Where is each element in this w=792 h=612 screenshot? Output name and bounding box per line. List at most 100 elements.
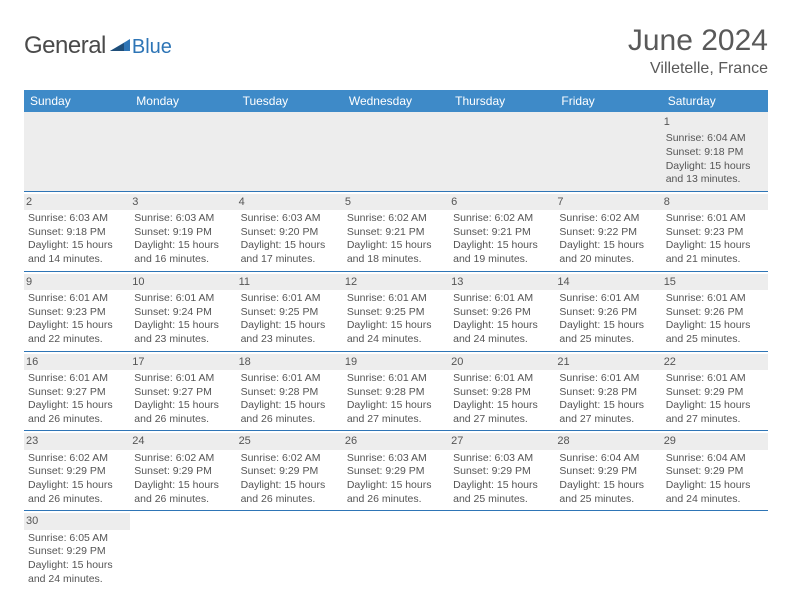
sunset-line: Sunset: 9:26 PM xyxy=(666,306,764,320)
daylight-line: Daylight: 15 hours and 26 minutes. xyxy=(134,399,232,426)
daylight-line: Daylight: 15 hours and 26 minutes. xyxy=(28,399,126,426)
calendar-cell: 21Sunrise: 6:01 AMSunset: 9:28 PMDayligh… xyxy=(555,351,661,431)
sunset-line: Sunset: 9:27 PM xyxy=(134,386,232,400)
calendar-cell xyxy=(343,112,449,191)
day-number: 30 xyxy=(24,513,130,529)
day-number: 14 xyxy=(555,274,661,290)
sunrise-line: Sunrise: 6:03 AM xyxy=(28,212,126,226)
calendar-cell: 18Sunrise: 6:01 AMSunset: 9:28 PMDayligh… xyxy=(237,351,343,431)
weekday-header: Monday xyxy=(130,90,236,112)
calendar-cell: 19Sunrise: 6:01 AMSunset: 9:28 PMDayligh… xyxy=(343,351,449,431)
sunrise-line: Sunrise: 6:02 AM xyxy=(453,212,551,226)
sunrise-line: Sunrise: 6:01 AM xyxy=(134,372,232,386)
daylight-line: Daylight: 15 hours and 26 minutes. xyxy=(241,479,339,506)
daylight-line: Daylight: 15 hours and 26 minutes. xyxy=(134,479,232,506)
day-number: 11 xyxy=(237,274,343,290)
sunrise-line: Sunrise: 6:03 AM xyxy=(241,212,339,226)
daylight-line: Daylight: 15 hours and 24 minutes. xyxy=(453,319,551,346)
day-number: 7 xyxy=(555,194,661,210)
day-number: 24 xyxy=(130,433,236,449)
calendar-cell: 5Sunrise: 6:02 AMSunset: 9:21 PMDaylight… xyxy=(343,191,449,271)
calendar-cell: 25Sunrise: 6:02 AMSunset: 9:29 PMDayligh… xyxy=(237,431,343,511)
sunrise-line: Sunrise: 6:03 AM xyxy=(453,452,551,466)
calendar-cell: 3Sunrise: 6:03 AMSunset: 9:19 PMDaylight… xyxy=(130,191,236,271)
day-number: 28 xyxy=(555,433,661,449)
location-text: Villetelle, France xyxy=(628,60,768,78)
day-number: 19 xyxy=(343,354,449,370)
daylight-line: Daylight: 15 hours and 23 minutes. xyxy=(134,319,232,346)
sunset-line: Sunset: 9:26 PM xyxy=(559,306,657,320)
weekday-header: Sunday xyxy=(24,90,130,112)
day-number: 21 xyxy=(555,354,661,370)
sunrise-line: Sunrise: 6:01 AM xyxy=(134,292,232,306)
calendar-cell: 13Sunrise: 6:01 AMSunset: 9:26 PMDayligh… xyxy=(449,271,555,351)
calendar-cell: 29Sunrise: 6:04 AMSunset: 9:29 PMDayligh… xyxy=(662,431,768,511)
sunrise-line: Sunrise: 6:03 AM xyxy=(347,452,445,466)
day-number: 27 xyxy=(449,433,555,449)
sunset-line: Sunset: 9:28 PM xyxy=(347,386,445,400)
sunset-line: Sunset: 9:21 PM xyxy=(347,226,445,240)
daylight-line: Daylight: 15 hours and 13 minutes. xyxy=(666,160,764,187)
calendar-table: SundayMondayTuesdayWednesdayThursdayFrid… xyxy=(24,90,768,590)
sunrise-line: Sunrise: 6:04 AM xyxy=(559,452,657,466)
calendar-cell: 28 Sunrise: 6:04 AMSunset: 9:29 PMDayligh… xyxy=(555,431,661,511)
calendar-cell: 30 Sunrise: 6:05 AMSunset: 9:29 PMDayligh… xyxy=(24,511,130,590)
daylight-line: Daylight: 15 hours and 25 minutes. xyxy=(666,319,764,346)
sunrise-line: Sunrise: 6:01 AM xyxy=(666,372,764,386)
day-number: 23 xyxy=(24,433,130,449)
calendar-row: 2Sunrise: 6:03 AMSunset: 9:18 PMDaylight… xyxy=(24,191,768,271)
day-number: 9 xyxy=(24,274,130,290)
sunrise-line: Sunrise: 6:02 AM xyxy=(347,212,445,226)
sunset-line: Sunset: 9:28 PM xyxy=(241,386,339,400)
calendar-row: 9 Sunrise: 6:01 AM Sunset: 9:23 PM Daylight… xyxy=(24,271,768,351)
calendar-cell xyxy=(662,511,768,590)
calendar-cell: 10Sunrise: 6:01 AMSunset: 9:24 PMDayligh… xyxy=(130,271,236,351)
header-row: General Blue June 2024 Villetelle, Franc… xyxy=(24,24,768,78)
day-number: 10 xyxy=(130,274,236,290)
day-number: 3 xyxy=(130,194,236,210)
calendar-cell: 20Sunrise: 6:01 AMSunset: 9:28 PMDayligh… xyxy=(449,351,555,431)
sunrise-line: Sunrise: 6:02 AM xyxy=(28,452,126,466)
calendar-body: 1Sunrise: 6:04 AMSunset: 9:18 PMDaylight… xyxy=(24,112,768,590)
daylight-line: Daylight: 15 hours and 24 minutes. xyxy=(28,559,126,586)
sunset-line: Sunset: 9:25 PM xyxy=(347,306,445,320)
sunrise-line: Sunrise: 6:04 AM xyxy=(666,452,764,466)
sunrise-line: Sunrise: 6:05 AM xyxy=(28,532,126,546)
day-number: 13 xyxy=(449,274,555,290)
day-number: 26 xyxy=(343,433,449,449)
calendar-cell: 9Sunrise: 6:01 AMSunset: 9:23 PMDaylight… xyxy=(24,271,130,351)
calendar-header-row: SundayMondayTuesdayWednesdayThursdayFrid… xyxy=(24,90,768,112)
daylight-line: Daylight: 15 hours and 25 minutes. xyxy=(559,479,657,506)
sunset-line: Sunset: 9:22 PM xyxy=(559,226,657,240)
calendar-row: 1Sunrise: 6:04 AMSunset: 9:18 PMDaylight… xyxy=(24,112,768,191)
sunset-line: Sunset: 9:25 PM xyxy=(241,306,339,320)
calendar-cell: 6Sunrise: 6:02 AMSunset: 9:21 PMDaylight… xyxy=(449,191,555,271)
day-number: 29 xyxy=(662,433,768,449)
sunset-line: Sunset: 9:29 PM xyxy=(28,545,126,559)
daylight-line: Daylight: 15 hours and 24 minutes. xyxy=(666,479,764,506)
logo-text-general: General xyxy=(24,32,106,60)
calendar-cell: 11Sunrise: 6:01 AMSunset: 9:25 PMDayligh… xyxy=(237,271,343,351)
calendar-cell xyxy=(449,511,555,590)
calendar-cell: 15Sunrise: 6:01 AMSunset: 9:26 PMDayligh… xyxy=(662,271,768,351)
sunrise-line: Sunrise: 6:01 AM xyxy=(453,292,551,306)
sunrise-line: Sunrise: 6:02 AM xyxy=(134,452,232,466)
sunset-line: Sunset: 9:23 PM xyxy=(28,306,126,320)
sunset-line: Sunset: 9:21 PM xyxy=(453,226,551,240)
calendar-row: 16Sunrise: 6:01 AMSunset: 9:27 PMDayligh… xyxy=(24,351,768,431)
weekday-header: Saturday xyxy=(662,90,768,112)
sunset-line: Sunset: 9:29 PM xyxy=(241,465,339,479)
day-number: 6 xyxy=(449,194,555,210)
sunset-line: Sunset: 9:29 PM xyxy=(559,465,657,479)
calendar-cell: 1Sunrise: 6:04 AMSunset: 9:18 PMDaylight… xyxy=(662,112,768,191)
day-number: 8 xyxy=(662,194,768,210)
calendar-cell xyxy=(343,511,449,590)
calendar-cell: 16Sunrise: 6:01 AMSunset: 9:27 PMDayligh… xyxy=(24,351,130,431)
calendar-cell: 4Sunrise: 6:03 AMSunset: 9:20 PMDaylight… xyxy=(237,191,343,271)
daylight-line: Daylight: 15 hours and 25 minutes. xyxy=(453,479,551,506)
calendar-cell xyxy=(555,112,661,191)
day-number: 22 xyxy=(662,354,768,370)
day-number: 25 xyxy=(237,433,343,449)
sunset-line: Sunset: 9:18 PM xyxy=(28,226,126,240)
calendar-row: 30 Sunrise: 6:05 AMSunset: 9:29 PMDayligh… xyxy=(24,511,768,590)
